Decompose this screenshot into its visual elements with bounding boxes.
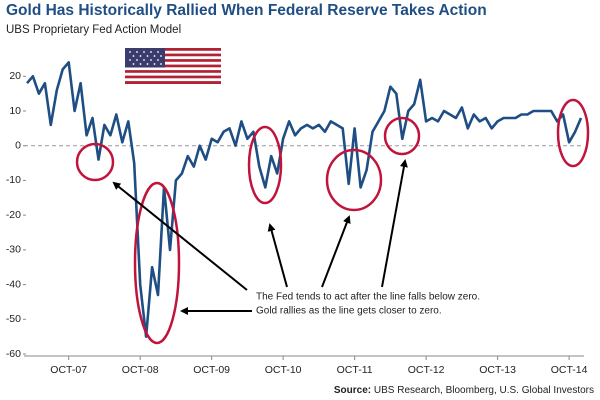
- x-tick-label: OCT-08: [122, 364, 159, 376]
- y-tick-label: -50: [6, 313, 21, 325]
- data-line: [26, 61, 583, 338]
- source-text: UBS Research, Bloomberg, U.S. Global Inv…: [374, 385, 594, 396]
- y-tick-label: 10: [9, 105, 21, 117]
- source-label: Source:: [334, 385, 371, 396]
- ring: [75, 142, 115, 182]
- x-tick-label: OCT-09: [193, 364, 230, 376]
- y-tick-label: 0: [15, 140, 21, 152]
- annotation: The Fed tends to act after the line fall…: [256, 292, 480, 303]
- annotation: Gold rallies as the line gets closer to …: [256, 306, 442, 317]
- x-tick-label: OCT-14: [551, 364, 588, 376]
- y-tick-label: -60: [6, 348, 21, 360]
- ring: [556, 98, 590, 168]
- source: Source: UBS Research, Bloomberg, U.S. Gl…: [334, 385, 594, 396]
- y-tick-label: -30: [6, 244, 21, 256]
- x-tick-label: OCT-07: [50, 364, 87, 376]
- x-tick-label: OCT-12: [408, 364, 445, 376]
- x-tick-label: OCT-11: [337, 364, 373, 376]
- y-tick-label: -40: [6, 278, 21, 290]
- y-tick-label: -20: [6, 209, 21, 221]
- arrows: [112, 159, 408, 315]
- x-tick-label: OCT-13: [479, 364, 516, 376]
- chart-subtitle: UBS Proprietary Fed Action Model: [6, 24, 181, 36]
- highlight-rings: [75, 98, 590, 345]
- us-flag: [125, 48, 221, 84]
- chart-title: Gold Has Historically Rallied When Feder…: [6, 2, 487, 19]
- ring: [383, 116, 421, 156]
- ring: [133, 181, 181, 345]
- ring: [325, 148, 383, 212]
- plot-area: -60 -50 -40 -30 -20 -10 0 10 20 OCT-07 OCT-08 OCT-0…: [6, 61, 588, 376]
- y-tick-label: 20: [9, 70, 21, 82]
- y-tick-label: -10: [6, 174, 21, 186]
- x-tick-label: OCT-10: [265, 364, 302, 376]
- ring: [247, 125, 283, 205]
